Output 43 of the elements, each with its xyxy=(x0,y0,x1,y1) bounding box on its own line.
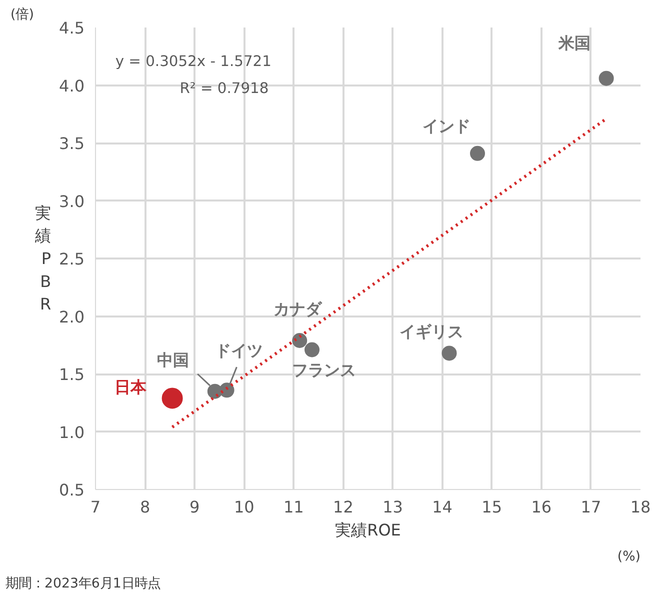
series-label: 米国 xyxy=(557,33,590,52)
annotation: R² = 0.7918 xyxy=(180,80,269,97)
series-label: 日本 xyxy=(114,377,148,396)
x-tick-label: 15 xyxy=(482,498,502,516)
series-label: インド xyxy=(422,116,470,136)
text: (倍) xyxy=(10,8,34,22)
annotation: y = 0.3052x - 1.5721 xyxy=(115,53,272,70)
x-tick-label: 7 xyxy=(90,498,101,516)
x-tick-label: 8 xyxy=(140,498,150,516)
x-tick-label: 16 xyxy=(531,498,552,516)
x-tick-label: 14 xyxy=(432,498,452,516)
y-tick-label: 1.0 xyxy=(59,422,85,442)
point xyxy=(304,342,320,358)
series-label: フランス xyxy=(292,360,356,380)
y-tick-label: 1.5 xyxy=(59,365,85,384)
point xyxy=(470,146,485,161)
point xyxy=(442,346,457,361)
x-tick-label: 18 xyxy=(630,498,651,516)
point xyxy=(598,70,614,86)
point xyxy=(162,388,183,409)
series-label: ドイツ xyxy=(214,341,263,360)
y-tick-label: 2.0 xyxy=(59,307,85,326)
point xyxy=(292,333,308,348)
y-axis-title: 実績PBR xyxy=(34,203,52,314)
y-tick-label: 0.5 xyxy=(59,480,85,500)
y-tick-label: 3.0 xyxy=(59,192,85,211)
x-tick-label: 11 xyxy=(284,498,304,516)
y-tick-label: 2.5 xyxy=(59,250,85,268)
y-tick-label: 4.5 xyxy=(59,18,85,38)
x-tick-label: 17 xyxy=(580,498,602,516)
x-tick-label: 9 xyxy=(190,498,200,516)
text: 期間：2023年6月1日時点 xyxy=(6,576,160,592)
y-tick-label: 4.0 xyxy=(59,76,85,96)
text: (%) xyxy=(617,550,641,564)
x-tick-label: 13 xyxy=(382,498,403,516)
series-label: 中国 xyxy=(156,350,189,370)
series-label: イギリス xyxy=(399,322,464,342)
x-axis-title: 実績ROE xyxy=(335,520,401,540)
series-label: カナダ xyxy=(274,300,323,319)
y-tick-label: 3.5 xyxy=(59,134,85,153)
point xyxy=(219,382,234,398)
x-tick-label: 10 xyxy=(234,498,254,516)
x-tick-label: 12 xyxy=(333,498,354,516)
